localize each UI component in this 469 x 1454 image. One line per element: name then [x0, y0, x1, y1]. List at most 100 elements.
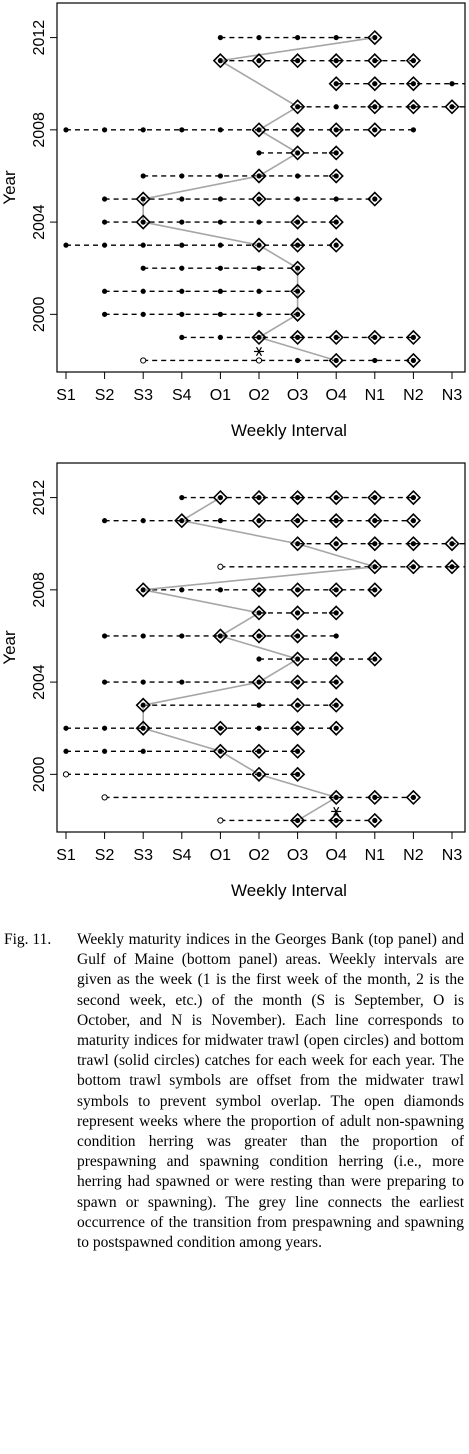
diamond-center-point [333, 173, 339, 179]
diamond-center-point [295, 518, 300, 523]
diamond-center-point [256, 335, 262, 340]
diamond-center-point [256, 633, 262, 639]
diamond-center-point [372, 127, 378, 133]
diamond-center-point [411, 541, 416, 547]
postspawn-diamond [328, 352, 344, 369]
bottom-trawl-point [217, 196, 223, 202]
postspawn-diamond [212, 489, 229, 506]
diamond-center-point [256, 127, 262, 133]
diamond-center-point [179, 518, 185, 523]
bottom-trawl-point [179, 242, 185, 248]
diamond-center-point [372, 564, 378, 570]
diamond-center-point [333, 495, 339, 500]
bottom-trawl-point [179, 587, 185, 593]
diamond-center-point [140, 196, 146, 202]
diamond-center-point [256, 58, 262, 63]
x-tick-label: S1 [56, 387, 76, 404]
diamond-center-point [372, 196, 378, 202]
postspawn-diamond [405, 536, 422, 552]
postspawn-diamond [289, 766, 306, 782]
postspawn-diamond [289, 237, 306, 253]
diamond-center-point [295, 288, 300, 294]
x-tick-label: O4 [326, 847, 347, 864]
postspawn-diamond [289, 720, 306, 736]
diamond-center-point [333, 587, 339, 593]
bottom-trawl-point [102, 518, 108, 524]
x-tick-label: N3 [442, 847, 463, 864]
postspawn-diamond [405, 789, 422, 806]
diamond-center-point [295, 541, 300, 547]
bottom-trawl-point [102, 311, 108, 317]
diamond-center-point [333, 58, 339, 63]
bottom-trawl-point [295, 34, 301, 41]
diamond-center-point [140, 725, 146, 731]
diamond-center-point [372, 495, 378, 500]
postspawn-diamond [251, 582, 267, 598]
diamond-center-point [140, 219, 146, 225]
x-tick-label: S1 [56, 847, 76, 864]
plot-frame [56, 462, 466, 833]
diamond-center-point [295, 150, 300, 156]
x-tick-label: S2 [95, 847, 115, 864]
y-tick-label: 2008 [31, 572, 48, 608]
diamond-center-point [218, 725, 223, 731]
bottom-trawl-point [140, 265, 146, 271]
postspawn-diamond [289, 53, 306, 69]
y-axis-title: Year [0, 170, 19, 205]
diamond-center-point [333, 795, 339, 800]
postspawn-diamond [328, 145, 344, 161]
diamond-center-point [411, 795, 416, 800]
diamond-center-point [333, 358, 339, 363]
x-tick-label: S2 [95, 387, 115, 404]
diamond-center-point [295, 748, 300, 754]
diamond-center-point [256, 748, 262, 754]
postspawn-diamond [444, 536, 460, 552]
bottom-trawl-point [179, 334, 185, 341]
x-tick-label: N1 [365, 387, 386, 404]
bottom-trawl-point [179, 633, 185, 639]
bottom-trawl-point [63, 725, 69, 731]
x-tick-label: O1 [210, 387, 231, 404]
postspawn-diamond [251, 122, 267, 138]
diamond-center-point [333, 127, 339, 133]
bottom-trawl-point [102, 633, 108, 639]
y-tick-label: 2012 [31, 20, 48, 56]
diamond-center-point [333, 656, 339, 662]
postspawn-diamond [328, 53, 344, 69]
postspawn-diamond [367, 582, 383, 598]
bottom-trawl-point [217, 34, 223, 41]
bottom-trawl-point [333, 196, 339, 202]
asterisk-marker [331, 806, 342, 817]
midwater-trawl-point [217, 563, 224, 570]
bottom-trawl-point [333, 34, 339, 41]
postspawn-diamond [212, 743, 229, 759]
diamond-center-point [333, 335, 339, 340]
bottom-trawl-point [140, 173, 146, 179]
diamond-center-point [295, 818, 300, 823]
postspawn-diamond [251, 674, 267, 690]
diamond-center-point [295, 725, 300, 731]
diamond-center-point [333, 541, 339, 547]
postspawn-diamond [328, 536, 344, 552]
postspawn-diamond [251, 743, 267, 759]
diamond-center-point [295, 312, 300, 317]
y-tick-label: 2012 [31, 480, 48, 516]
postspawn-diamond [251, 766, 267, 782]
postspawn-diamond [135, 720, 151, 736]
diamond-center-point [256, 587, 262, 593]
x-tick-label: N2 [403, 847, 424, 864]
bottom-trawl-point [140, 748, 146, 754]
diamond-center-point [295, 127, 300, 133]
postspawn-diamond [289, 214, 306, 230]
x-tick-label: O3 [287, 387, 308, 404]
bottom-trawl-point [140, 127, 146, 133]
postspawn-diamond [367, 99, 383, 115]
postspawn-diamond [212, 53, 229, 69]
asterisk-stroke [333, 806, 340, 817]
postspawn-diamond [328, 674, 344, 690]
postspawn-diamond [289, 306, 306, 322]
diamond-center-point [372, 335, 378, 340]
bottom-trawl-point [217, 518, 223, 524]
diamond-center-point [333, 679, 339, 685]
diamond-center-point [295, 702, 300, 708]
